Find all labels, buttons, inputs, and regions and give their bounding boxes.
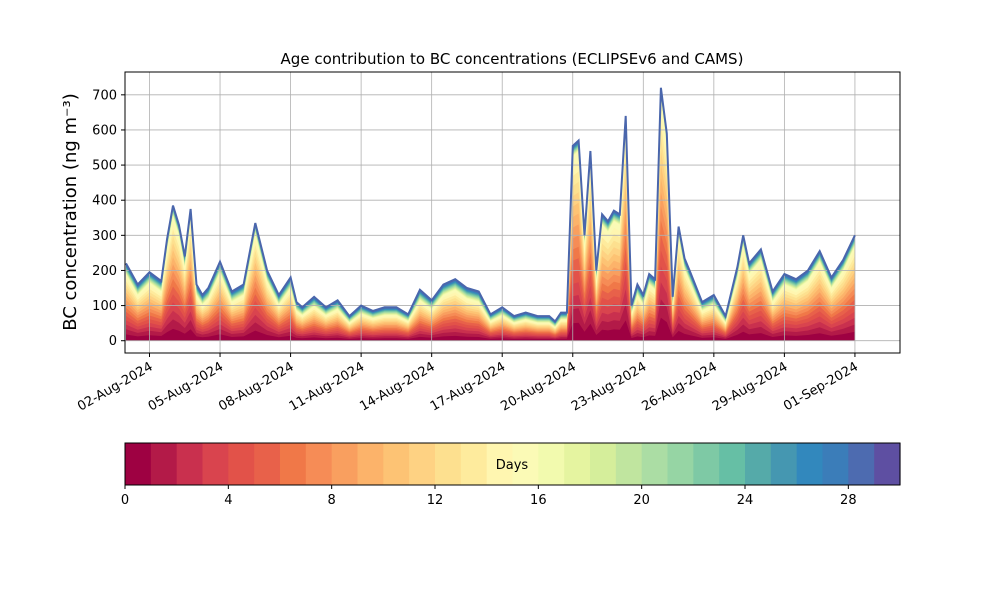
colorbar-ticks: 0 4 8 12 16 20 24 28 [121, 485, 857, 508]
colorbar-tick-label: 8 [328, 493, 336, 508]
colorbar-cell [512, 443, 539, 485]
colorbar-label: Days [496, 458, 529, 473]
colorbar-cell [460, 443, 488, 485]
colorbar-cell [331, 443, 359, 485]
y-tick-label: 100 [92, 299, 117, 314]
colorbar-tick-label: 0 [121, 493, 129, 508]
y-tick-label: 400 [92, 194, 117, 209]
colorbar-cell [719, 443, 746, 485]
colorbar-cell [254, 443, 281, 485]
colorbar-cell [150, 443, 178, 485]
y-tick-label: 700 [92, 88, 117, 103]
colorbar-tick-label: 4 [224, 493, 232, 508]
colorbar-cell [357, 443, 384, 485]
total-concentration-line [125, 87, 856, 323]
colorbar-cell [305, 443, 333, 485]
colorbar-cell [641, 443, 669, 485]
y-tick-label: 200 [92, 264, 117, 279]
colorbar-cell [874, 443, 901, 485]
colorbar-cell [383, 443, 410, 485]
y-tick-label: 0 [109, 334, 117, 349]
plot-frame [124, 71, 901, 354]
colorbar-tick-label: 28 [840, 493, 857, 508]
colorbar-cell [590, 443, 617, 485]
colorbar-tick-label: 12 [427, 493, 444, 508]
stacked-age-areas [126, 87, 855, 341]
colorbar-cell [848, 443, 875, 485]
colorbar-tick-label: 16 [530, 493, 547, 508]
colorbar-cell [176, 443, 204, 485]
colorbar-cell [228, 443, 255, 485]
colorbar-cell [770, 443, 798, 485]
colorbar-cell [745, 443, 772, 485]
age-band-0 [126, 317, 855, 341]
colorbar-tick-label: 24 [737, 493, 754, 508]
colorbar-cell [409, 443, 436, 485]
colorbar-cell [796, 443, 824, 485]
y-tick-label: 500 [92, 159, 117, 174]
colorbar-cell [822, 443, 849, 485]
y-tick-label: 600 [92, 123, 117, 138]
colorbar-cell [615, 443, 643, 485]
colorbar-cell [125, 443, 152, 485]
colorbar-cell [435, 443, 462, 485]
colorbar-cell [280, 443, 307, 485]
colorbar-cell [667, 443, 694, 485]
colorbar-tick-label: 20 [633, 493, 650, 508]
colorbar-cell [564, 443, 591, 485]
y-axis-label: BC concentration (ng m⁻³) [60, 93, 81, 331]
chart-title: Age contribution to BC concentrations (E… [281, 50, 744, 68]
colorbar-cell [202, 443, 229, 485]
colorbar-frame [124, 442, 901, 486]
y-tick-label: 300 [92, 229, 117, 244]
colorbar [125, 443, 901, 485]
colorbar-cell [486, 443, 514, 485]
grid-lines [125, 72, 900, 353]
colorbar-cell [693, 443, 720, 485]
y-axis: 0 100 200 300 400 500 600 700 [92, 88, 125, 349]
colorbar-cell [538, 443, 565, 485]
